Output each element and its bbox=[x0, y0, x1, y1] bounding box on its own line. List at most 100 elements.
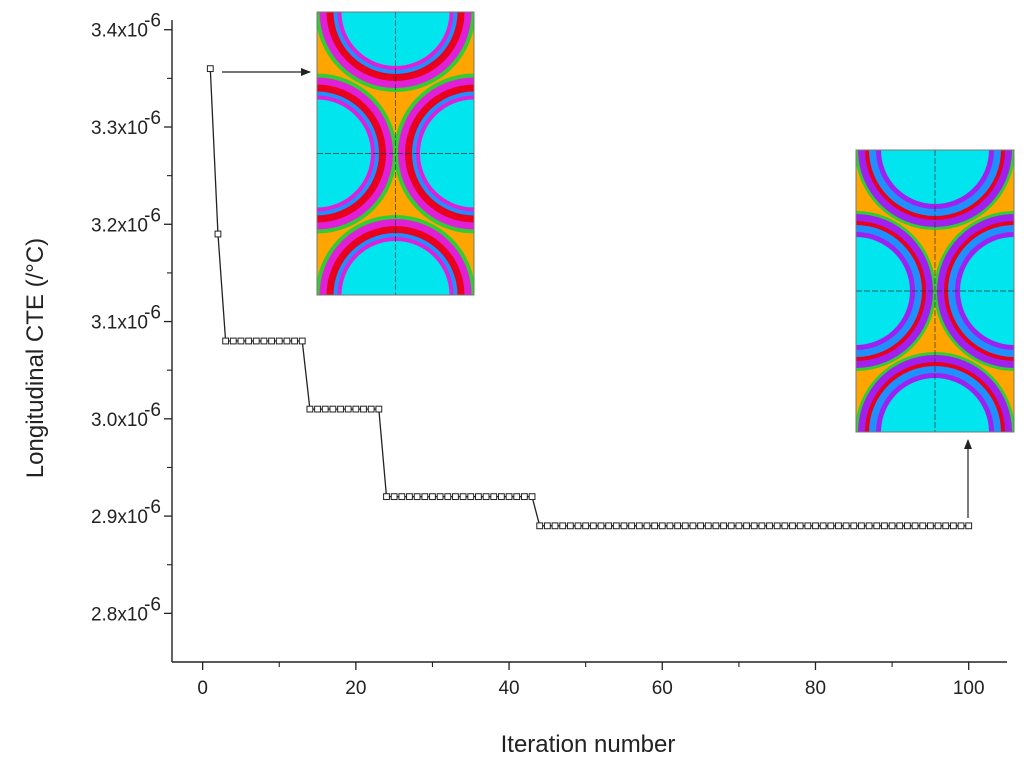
y-tick-mantissa: 3.0x10 bbox=[91, 410, 148, 431]
x-tick-label: 40 bbox=[498, 678, 519, 699]
data-point-marker bbox=[390, 493, 398, 501]
data-point-marker bbox=[704, 522, 712, 530]
data-point-marker bbox=[620, 522, 628, 530]
data-point-marker bbox=[467, 493, 475, 501]
data-point-marker bbox=[934, 522, 942, 530]
data-point-marker bbox=[551, 522, 559, 530]
data-point-marker bbox=[743, 522, 750, 530]
data-point-marker bbox=[942, 522, 950, 530]
data-point-marker bbox=[727, 522, 735, 530]
data-point-marker bbox=[383, 493, 390, 501]
microstructure-final-inset bbox=[855, 149, 1015, 433]
data-point-marker bbox=[459, 493, 467, 501]
y-tick-exponent: -6 bbox=[144, 497, 161, 518]
data-point-marker bbox=[865, 522, 873, 530]
data-point-marker bbox=[689, 522, 697, 530]
y-axis-title: Longitudinal CTE (/°C) bbox=[22, 238, 49, 478]
data-point-marker bbox=[268, 337, 275, 345]
data-point-marker bbox=[321, 405, 329, 413]
data-point-marker bbox=[566, 522, 574, 530]
y-tick-label: 2.9x10 bbox=[91, 507, 148, 528]
data-point-marker bbox=[367, 405, 375, 413]
data-point-marker bbox=[298, 337, 306, 345]
x-ticks: 0 20 40 60 80 100 bbox=[197, 662, 985, 699]
data-point-marker bbox=[896, 522, 904, 530]
y-tick-mantissa: 2.8x10 bbox=[91, 604, 148, 625]
y-tick-exponent: -6 bbox=[144, 108, 161, 129]
microstructure-initial-inset bbox=[316, 11, 475, 296]
y-tick-mantissa: 3.4x10 bbox=[91, 21, 148, 42]
y-tick-exponent: -6 bbox=[144, 11, 161, 32]
y-tick-exponent: -6 bbox=[144, 594, 161, 615]
data-point-marker bbox=[758, 522, 766, 530]
data-point-marker bbox=[697, 522, 704, 530]
data-point-marker bbox=[919, 522, 927, 530]
data-point-marker bbox=[888, 522, 896, 530]
y-tick-mantissa: 3.1x10 bbox=[91, 313, 148, 334]
data-point-marker bbox=[344, 405, 352, 413]
data-point-marker bbox=[789, 522, 796, 530]
y-tick-mantissa: 3.2x10 bbox=[91, 215, 148, 236]
data-point-marker bbox=[406, 493, 413, 501]
y-tick-exponent: -6 bbox=[144, 205, 161, 226]
data-point-marker bbox=[781, 522, 789, 530]
data-point-marker bbox=[720, 522, 727, 530]
y-tick-exponent: -6 bbox=[144, 303, 161, 324]
data-point-marker bbox=[222, 337, 230, 345]
data-point-marker bbox=[819, 522, 827, 530]
data-point-marker bbox=[605, 522, 613, 530]
data-point-marker bbox=[812, 522, 819, 530]
data-point-marker bbox=[543, 522, 551, 530]
data-point-marker bbox=[452, 493, 459, 501]
data-point-marker bbox=[421, 493, 429, 501]
data-point-marker bbox=[291, 337, 298, 345]
data-point-marker bbox=[360, 405, 367, 413]
y-tick-label: 3.4x10 bbox=[91, 21, 148, 42]
inset-content bbox=[856, 150, 1014, 432]
data-point-marker bbox=[911, 522, 919, 530]
data-point-marker bbox=[835, 522, 842, 530]
data-point-marker bbox=[283, 337, 291, 345]
x-tick-label: 100 bbox=[953, 678, 985, 699]
y-tick-label: 3.1x10 bbox=[91, 313, 148, 334]
series-path bbox=[209, 68, 969, 527]
data-point-marker bbox=[597, 522, 605, 530]
y-tick-label: 3.0x10 bbox=[91, 410, 148, 431]
data-point-marker bbox=[536, 522, 544, 530]
data-point-marker bbox=[520, 493, 528, 501]
data-point-marker bbox=[229, 337, 237, 345]
data-point-marker bbox=[773, 522, 781, 530]
data-point-marker bbox=[589, 522, 597, 530]
data-point-marker bbox=[352, 405, 360, 413]
data-point-marker bbox=[475, 493, 482, 501]
data-point-marker bbox=[398, 493, 406, 501]
inset-content bbox=[317, 12, 474, 295]
y-tick-mantissa: 2.9x10 bbox=[91, 507, 148, 528]
x-tick-label: 60 bbox=[652, 678, 673, 699]
data-point-marker bbox=[206, 65, 214, 73]
data-point-marker bbox=[528, 493, 536, 501]
x-tick-label: 0 bbox=[197, 678, 208, 699]
data-point-marker bbox=[260, 337, 268, 345]
data-point-marker bbox=[651, 522, 659, 530]
data-point-marker bbox=[881, 522, 888, 530]
data-point-marker bbox=[429, 493, 436, 501]
data-point-marker bbox=[796, 522, 804, 530]
x-tick-label: 80 bbox=[805, 678, 826, 699]
inset-arrows bbox=[222, 68, 972, 518]
inset-border bbox=[855, 149, 1015, 433]
y-tick-mantissa: 3.3x10 bbox=[91, 118, 148, 139]
x-axis-title: Iteration number bbox=[501, 731, 676, 758]
y-tick-label: 3.3x10 bbox=[91, 118, 148, 139]
data-point-marker bbox=[949, 522, 957, 530]
y-tick-label: 3.2x10 bbox=[91, 215, 148, 236]
data-point-marker bbox=[926, 522, 934, 530]
y-tick-exponent: -6 bbox=[144, 400, 161, 421]
data-point-marker bbox=[559, 522, 567, 530]
data-point-marker bbox=[329, 405, 337, 413]
data-point-marker bbox=[252, 337, 260, 345]
data-point-marker bbox=[766, 522, 773, 530]
cte-series-markers bbox=[206, 65, 973, 530]
data-point-marker bbox=[858, 522, 865, 530]
x-tick-label: 20 bbox=[345, 678, 366, 699]
